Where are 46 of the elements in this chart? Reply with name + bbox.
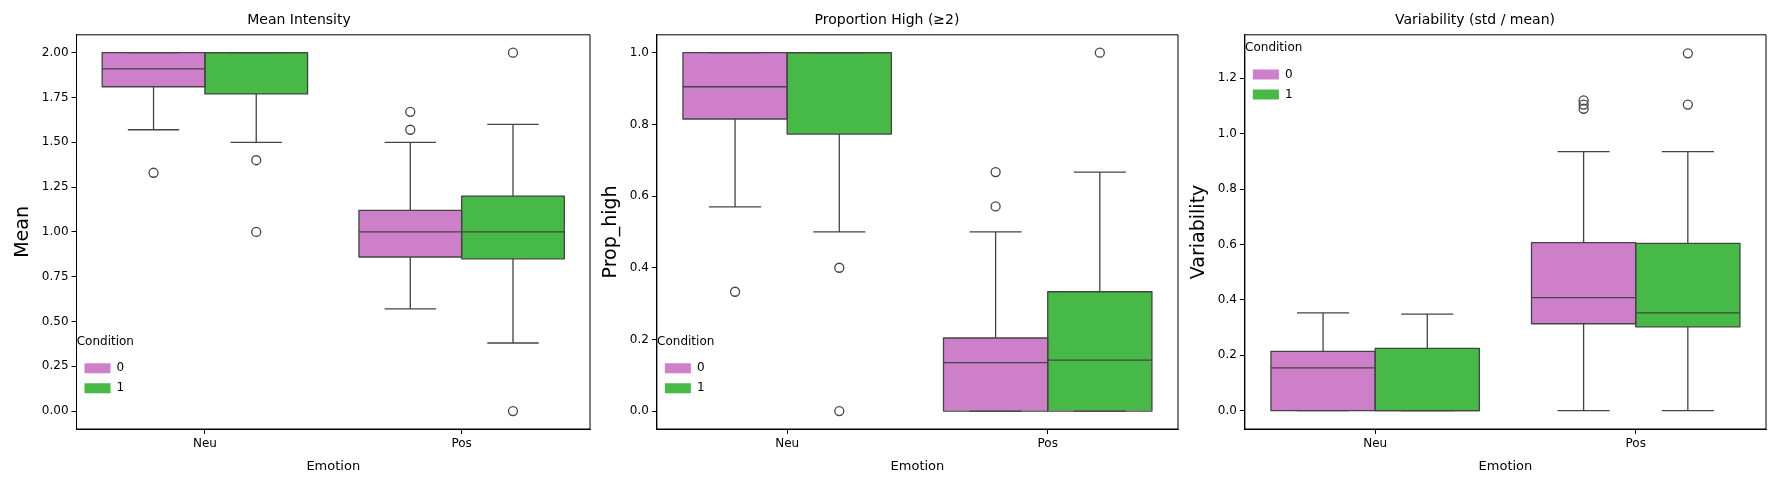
y-tick-label: 0.0 [629,403,649,418]
x-tick-label: Neu [775,436,800,451]
y-tick-label: 0.0 [1217,402,1237,417]
y-tick-label: 0.00 [41,403,69,418]
chart-title: Mean Intensity [247,11,351,28]
x-axis-title: Emotion [890,457,945,473]
chart-title: Proportion High (≥2) [814,11,960,28]
legend-label: 1 [116,380,125,395]
x-tick-label: Pos [1625,436,1646,451]
x-axis-title: Emotion [306,457,361,473]
y-tick-label: 0.6 [1217,236,1237,251]
x-tick-label: Neu [192,436,217,451]
legend-title: Condition [76,333,134,348]
chart-title: Variability (std / mean) [1395,11,1555,28]
y-tick-label: 0.8 [1217,181,1237,196]
y-axis-title: Prop_high [598,185,622,279]
x-axis-title: Emotion [1478,457,1533,473]
legend-label: 1 [696,380,705,395]
x-tick-label: Pos [1037,436,1058,451]
y-tick-label: 1.25 [41,179,69,194]
y-tick-label: 1.2 [1217,70,1237,85]
legend-title: Condition [1245,40,1303,55]
legend-label: 0 [696,360,705,375]
y-tick-label: 1.50 [41,134,69,149]
y-tick-label: 0.6 [629,188,649,203]
y-tick-label: 0.8 [629,116,649,131]
legend-label: 0 [116,360,125,375]
y-tick-label: 0.4 [1217,292,1237,307]
y-axis-title: Mean [10,206,33,258]
y-axis-title: Variability [1186,184,1209,280]
y-tick-label: 1.00 [41,224,69,239]
y-tick-label: 2.00 [41,44,69,59]
y-tick-label: 0.75 [41,268,69,283]
legend-label: 0 [1284,66,1293,81]
y-tick-label: 1.75 [41,89,69,104]
y-tick-label: 0.25 [41,358,69,373]
y-tick-label: 1.0 [629,44,649,59]
y-tick-label: 0.4 [629,259,649,274]
y-tick-label: 1.0 [1217,125,1237,140]
x-tick-label: Pos [451,436,472,451]
legend-label: 1 [1284,86,1293,101]
legend-title: Condition [657,333,715,348]
y-tick-label: 0.50 [41,313,69,328]
y-tick-label: 0.2 [1217,347,1237,362]
y-tick-label: 0.2 [629,331,649,346]
x-tick-label: Neu [1363,436,1388,451]
